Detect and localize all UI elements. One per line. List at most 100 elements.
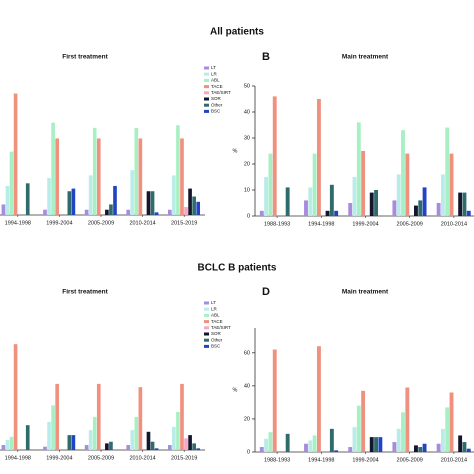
legend-label: Other bbox=[211, 102, 223, 107]
panel-title: Main treatment bbox=[342, 289, 389, 296]
bar bbox=[13, 93, 18, 215]
bar bbox=[9, 436, 14, 450]
y-tick-label: 50 bbox=[244, 83, 250, 89]
legend-label: TAE/SIRT bbox=[211, 90, 231, 95]
bar bbox=[130, 170, 135, 215]
x-tick-label: 2005-2009 bbox=[397, 457, 423, 463]
bar bbox=[184, 207, 188, 215]
bar bbox=[374, 437, 378, 452]
bar bbox=[134, 416, 139, 450]
legend-swatch bbox=[204, 66, 209, 70]
panel-title: First treatment bbox=[62, 289, 108, 296]
panel-letter: B bbox=[262, 51, 270, 63]
bar bbox=[369, 192, 374, 216]
legend-swatch bbox=[204, 307, 209, 311]
bar bbox=[259, 210, 264, 216]
legend-label: ABL bbox=[211, 313, 220, 318]
bar bbox=[436, 443, 441, 452]
x-tick-label: 2015-2019 bbox=[171, 220, 197, 226]
bar bbox=[458, 192, 463, 216]
x-tick-label: 1988-1993 bbox=[264, 221, 290, 227]
bar bbox=[268, 432, 273, 452]
bar bbox=[109, 204, 113, 215]
bar bbox=[308, 187, 313, 216]
bar bbox=[9, 151, 14, 215]
bar bbox=[180, 383, 184, 450]
legend-label: SOR bbox=[211, 96, 222, 101]
bar bbox=[138, 387, 143, 450]
legend-label: SOR bbox=[211, 331, 222, 336]
legend-swatch bbox=[204, 85, 209, 89]
bar bbox=[150, 441, 155, 450]
bar bbox=[47, 178, 51, 215]
bar bbox=[356, 405, 361, 452]
bar bbox=[462, 442, 467, 452]
legend-label: TAE/SIRT bbox=[211, 325, 231, 330]
bar bbox=[71, 435, 76, 450]
bar bbox=[312, 435, 317, 452]
legend-label: BSC bbox=[211, 344, 221, 349]
bar bbox=[272, 96, 277, 216]
bar bbox=[188, 188, 192, 215]
bar bbox=[392, 200, 397, 216]
x-tick-label: 1994-1998 bbox=[5, 455, 31, 461]
bar bbox=[418, 200, 423, 216]
legend-swatch bbox=[204, 332, 209, 336]
bar bbox=[150, 191, 155, 215]
bar bbox=[449, 153, 454, 216]
legend-label: Other bbox=[211, 337, 223, 342]
bar bbox=[196, 448, 201, 450]
legend-swatch bbox=[204, 78, 209, 82]
bar bbox=[440, 428, 445, 452]
bar bbox=[348, 203, 353, 216]
legend-label: LR bbox=[211, 306, 218, 311]
bar bbox=[184, 438, 188, 450]
legend-swatch bbox=[204, 326, 209, 330]
bar bbox=[43, 446, 47, 450]
y-axis-label: % bbox=[233, 148, 238, 154]
bar bbox=[334, 450, 339, 452]
bar bbox=[130, 430, 135, 450]
bar bbox=[25, 183, 30, 215]
bar bbox=[352, 427, 357, 452]
y-tick-label: 20 bbox=[244, 416, 250, 422]
panel-title: First treatment bbox=[62, 54, 108, 61]
bar bbox=[445, 407, 450, 452]
bar bbox=[154, 212, 159, 215]
bar bbox=[401, 412, 405, 452]
bar bbox=[418, 447, 423, 452]
bar bbox=[25, 425, 30, 450]
bar bbox=[466, 210, 471, 216]
legend-label: BSC bbox=[211, 109, 221, 114]
bar bbox=[462, 192, 467, 216]
bar bbox=[96, 383, 101, 450]
x-tick-label: 2010-2014 bbox=[129, 455, 155, 461]
y-tick-label: 0 bbox=[247, 213, 250, 219]
bar bbox=[374, 190, 378, 216]
x-tick-label: 2005-2009 bbox=[397, 221, 423, 227]
bar bbox=[105, 209, 109, 215]
bar bbox=[13, 344, 18, 450]
bar bbox=[308, 440, 313, 452]
bar bbox=[329, 428, 334, 452]
x-tick-label: 2005-2009 bbox=[88, 455, 114, 461]
bar bbox=[264, 177, 269, 216]
bar bbox=[378, 437, 383, 452]
legend-swatch bbox=[204, 320, 209, 324]
bar bbox=[146, 191, 151, 215]
x-tick-label: 1994-1998 bbox=[308, 221, 334, 227]
x-tick-label: 1999-2004 bbox=[352, 457, 378, 463]
bar bbox=[126, 209, 131, 215]
legend-label: TACE bbox=[211, 84, 223, 89]
bar bbox=[5, 185, 10, 215]
bar bbox=[449, 392, 454, 452]
bar bbox=[126, 445, 131, 450]
bar bbox=[109, 441, 113, 450]
legend-swatch bbox=[204, 109, 209, 113]
x-tick-label: 1999-2004 bbox=[352, 221, 378, 227]
legend-label: LT bbox=[211, 65, 216, 70]
y-tick-label: 60 bbox=[244, 350, 250, 356]
bar bbox=[176, 125, 180, 215]
bar bbox=[401, 130, 405, 216]
